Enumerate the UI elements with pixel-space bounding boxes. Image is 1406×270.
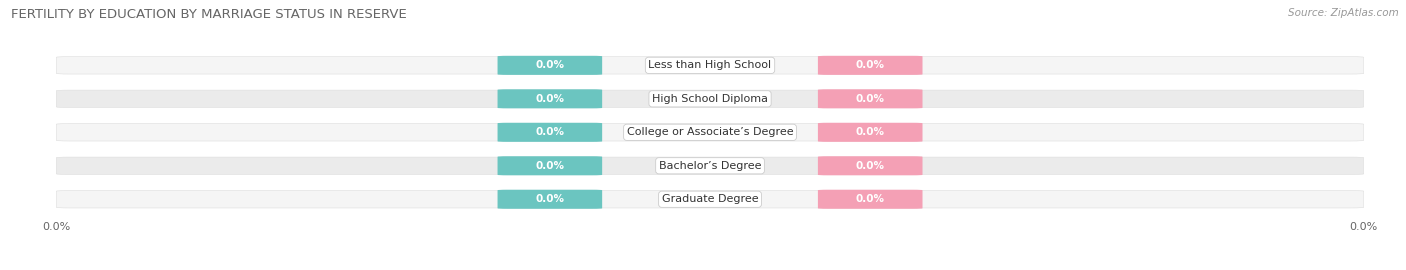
Text: FERTILITY BY EDUCATION BY MARRIAGE STATUS IN RESERVE: FERTILITY BY EDUCATION BY MARRIAGE STATU… xyxy=(11,8,406,21)
Text: Less than High School: Less than High School xyxy=(648,60,772,70)
Text: 0.0%: 0.0% xyxy=(536,94,564,104)
FancyBboxPatch shape xyxy=(56,157,1364,174)
Text: 0.0%: 0.0% xyxy=(856,60,884,70)
Text: 0.0%: 0.0% xyxy=(856,94,884,104)
Text: 0.0%: 0.0% xyxy=(856,194,884,204)
FancyBboxPatch shape xyxy=(498,156,602,175)
Text: 0.0%: 0.0% xyxy=(856,161,884,171)
Text: Graduate Degree: Graduate Degree xyxy=(662,194,758,204)
Text: 0.0%: 0.0% xyxy=(536,60,564,70)
FancyBboxPatch shape xyxy=(498,89,602,108)
Text: Source: ZipAtlas.com: Source: ZipAtlas.com xyxy=(1288,8,1399,18)
Text: Bachelor’s Degree: Bachelor’s Degree xyxy=(659,161,761,171)
FancyBboxPatch shape xyxy=(818,89,922,108)
FancyBboxPatch shape xyxy=(818,190,922,209)
Text: College or Associate’s Degree: College or Associate’s Degree xyxy=(627,127,793,137)
FancyBboxPatch shape xyxy=(56,90,1364,107)
Text: High School Diploma: High School Diploma xyxy=(652,94,768,104)
Text: 0.0%: 0.0% xyxy=(856,127,884,137)
FancyBboxPatch shape xyxy=(818,123,922,142)
Text: 0.0%: 0.0% xyxy=(536,161,564,171)
FancyBboxPatch shape xyxy=(498,56,602,75)
Text: 0.0%: 0.0% xyxy=(536,194,564,204)
FancyBboxPatch shape xyxy=(498,123,602,142)
FancyBboxPatch shape xyxy=(818,56,922,75)
FancyBboxPatch shape xyxy=(56,57,1364,74)
FancyBboxPatch shape xyxy=(818,156,922,175)
FancyBboxPatch shape xyxy=(56,191,1364,208)
Text: 0.0%: 0.0% xyxy=(536,127,564,137)
FancyBboxPatch shape xyxy=(56,124,1364,141)
FancyBboxPatch shape xyxy=(498,190,602,209)
